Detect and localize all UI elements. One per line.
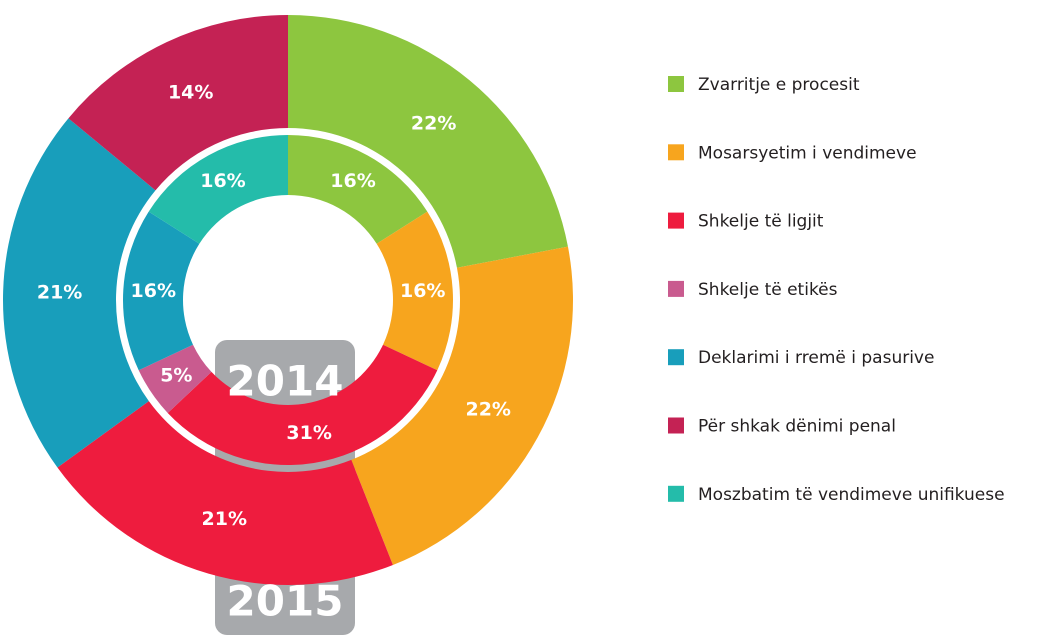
legend-swatch <box>668 212 684 229</box>
donut-segment <box>57 401 393 586</box>
value-label: 5% <box>160 364 192 386</box>
legend-swatch <box>668 144 684 161</box>
year-label: 2014 <box>227 357 344 406</box>
legend-swatch <box>668 349 684 366</box>
legend-label: Mosarsyetim i vendimeve <box>698 143 917 163</box>
legend-label: Shkelje të etikës <box>698 280 838 300</box>
value-label: 16% <box>200 170 245 192</box>
rings <box>3 15 573 586</box>
value-label: 16% <box>131 280 176 302</box>
legend-label: Për shkak dënimi penal <box>698 417 896 437</box>
legend-label: Zvarritje e procesit <box>698 75 860 95</box>
donut-segment <box>3 118 156 468</box>
value-label: 16% <box>400 280 445 302</box>
value-label: 16% <box>330 170 375 192</box>
donut-segment <box>138 344 212 413</box>
donut-segment <box>68 15 289 191</box>
legend-label: Deklarimi i rremë i pasurive <box>698 348 934 368</box>
legend-label: Shkelje të ligjit <box>698 212 824 232</box>
donut-segment <box>148 135 288 244</box>
value-label: 31% <box>286 422 331 444</box>
legend-swatch <box>668 417 684 434</box>
donut-segment <box>167 344 438 466</box>
value-label: 14% <box>168 82 213 104</box>
value-label: 21% <box>202 508 247 530</box>
donut-segment <box>288 135 428 244</box>
value-label: 22% <box>465 399 510 421</box>
legend-swatch <box>668 485 684 502</box>
donut-segment <box>376 211 453 371</box>
legend-swatch <box>668 280 684 297</box>
legend-swatch <box>668 76 684 92</box>
donut-segment <box>351 246 573 565</box>
value-label: 22% <box>411 112 456 134</box>
value-label: 21% <box>37 281 82 303</box>
donut-segment <box>288 15 568 268</box>
legend-label: Moszbatim të vendimeve unifikuese <box>698 485 1005 505</box>
donut-segment <box>123 211 200 371</box>
year-label: 2015 <box>227 577 344 626</box>
